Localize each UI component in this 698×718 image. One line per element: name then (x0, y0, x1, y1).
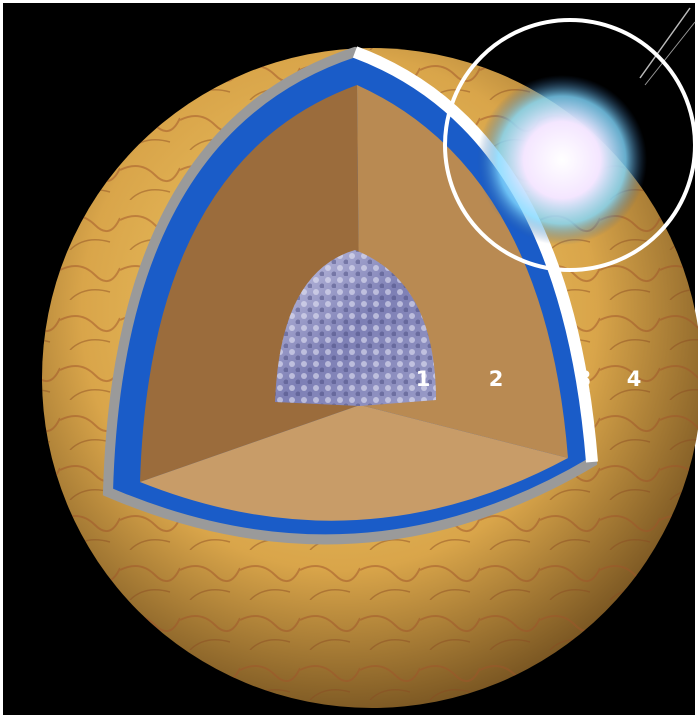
layer-label: 1 (416, 367, 431, 391)
mantle-bottom-face (140, 405, 568, 521)
impact-glow (477, 75, 647, 245)
core-texture (275, 250, 436, 406)
layer-label: 4 (627, 367, 642, 391)
trail (639, 7, 691, 79)
impact-circle (443, 18, 697, 272)
trail (644, 21, 696, 86)
layer-label: 2 (489, 367, 504, 391)
layer-label: 3 (577, 367, 592, 391)
